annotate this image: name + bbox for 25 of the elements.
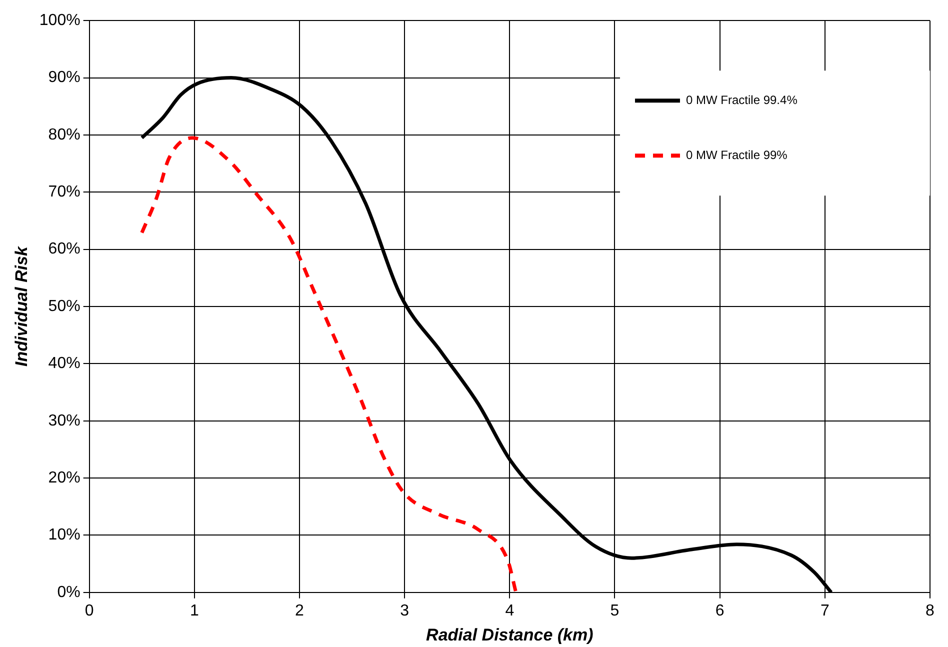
x-tick-label: 4 <box>505 602 514 620</box>
y-tick-label: 40% <box>48 355 80 372</box>
y-tick-label: 80% <box>48 126 80 144</box>
x-tick-label: 1 <box>190 602 199 620</box>
x-tick-label: 2 <box>295 602 304 620</box>
x-tick-label: 6 <box>715 602 724 620</box>
y-tick-label: 70% <box>48 184 80 201</box>
y-tick-label: 50% <box>48 298 80 315</box>
y-tick-label: 90% <box>48 69 80 86</box>
y-tick-label: 30% <box>48 412 80 430</box>
x-axis-title: Radial Distance (km) <box>426 625 594 644</box>
y-tick-label: 10% <box>48 526 80 544</box>
x-tick-label: 3 <box>400 602 410 620</box>
legend-label: 0 MW Fractile 99% <box>686 148 788 162</box>
x-tick-label: 8 <box>926 602 935 620</box>
y-tick-label: 100% <box>39 12 80 30</box>
y-axis-title: Individual Risk <box>12 244 31 366</box>
line-series <box>140 136 518 592</box>
x-tick-label: 5 <box>610 602 620 620</box>
x-tick-label: 7 <box>820 602 830 620</box>
y-tick-label: 20% <box>48 469 80 486</box>
y-tick-label: 0% <box>57 584 80 601</box>
legend-label: 0 MW Fractile 99.4% <box>686 92 798 107</box>
x-tick-label: 0 <box>84 602 94 620</box>
y-tick-label: 60% <box>48 240 80 258</box>
